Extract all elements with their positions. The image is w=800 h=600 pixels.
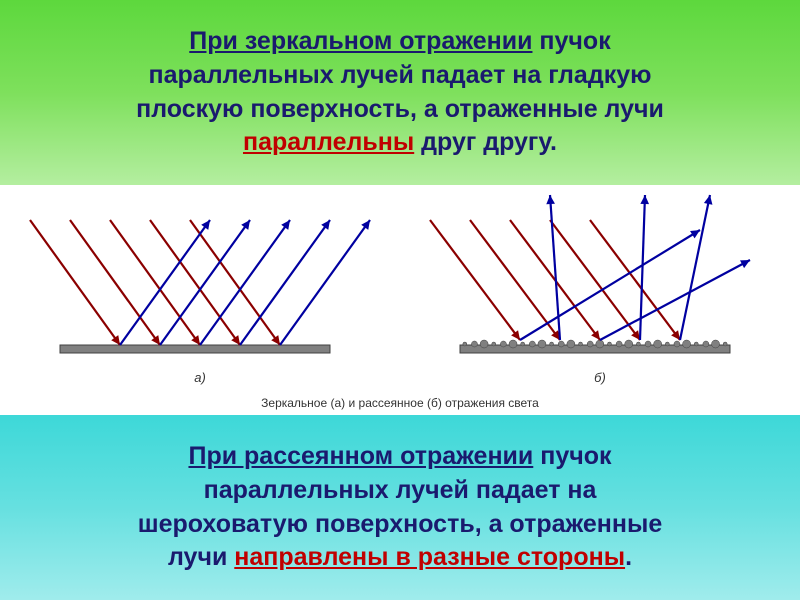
- bot-l4-suffix: .: [625, 543, 632, 571]
- label-a: а): [194, 370, 206, 385]
- top-text: При зеркальном отражении пучок параллель…: [136, 25, 664, 160]
- top-l1-emph: При зеркальном отражении: [189, 27, 532, 55]
- bot-l3: шероховатую поверхность, а отраженные: [138, 510, 663, 538]
- bottom-text: При рассеянном отражении пучок параллель…: [138, 440, 663, 575]
- label-b: б): [594, 370, 606, 385]
- diffuse-diagram: б): [420, 190, 780, 410]
- diagram-area: а) б) Зеркальное (а) и рассеянное (б) от…: [0, 185, 800, 415]
- top-l4-under: параллельны: [243, 128, 414, 156]
- specular-svg: [20, 190, 380, 390]
- specular-diagram: а): [20, 190, 380, 410]
- top-text-panel: При зеркальном отражении пучок параллель…: [0, 0, 800, 185]
- diffuse-svg: [420, 190, 780, 390]
- top-l4-rest: друг другу.: [414, 128, 557, 156]
- bot-l1-rest: пучок: [533, 442, 611, 470]
- bottom-text-panel: При рассеянном отражении пучок параллель…: [0, 415, 800, 600]
- top-l1-rest: пучок: [532, 27, 610, 55]
- bot-l2: параллельных лучей падает на: [204, 476, 597, 504]
- diagram-caption: Зеркальное (а) и рассеянное (б) отражени…: [261, 396, 539, 410]
- bot-l4-under: направлены в разные стороны: [234, 543, 625, 571]
- bot-l1-emph: При рассеянном отражении: [188, 442, 533, 470]
- bot-l4-prefix: лучи: [168, 543, 234, 571]
- top-l3: плоскую поверхность, а отраженные лучи: [136, 95, 664, 123]
- top-l2: параллельных лучей падает на гладкую: [149, 61, 652, 89]
